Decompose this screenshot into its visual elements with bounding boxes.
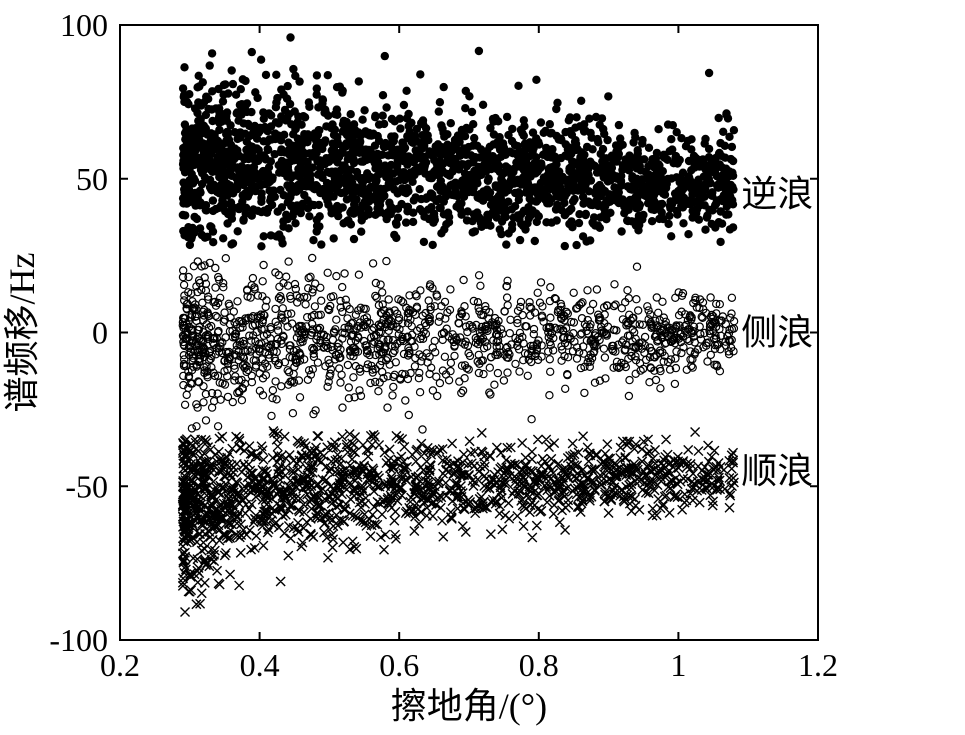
series-逆浪: [179, 33, 738, 250]
series-侧浪: [179, 254, 738, 433]
scatter-chart: 0.20.40.60.811.2-100-50050100擦地角/(°)谱频移/…: [0, 0, 965, 735]
y-tick-label: 0: [92, 315, 108, 351]
y-tick-label: -100: [49, 622, 108, 658]
y-tick-label: 50: [76, 161, 108, 197]
series-label-2: 顺浪: [741, 451, 813, 491]
x-tick-label: 0.6: [379, 647, 419, 683]
x-tick-label: 0.8: [519, 647, 559, 683]
series-label-0: 逆浪: [741, 174, 813, 214]
y-tick-label: 100: [60, 7, 108, 43]
y-tick-label: -50: [65, 468, 108, 504]
series-label-1: 侧浪: [741, 313, 813, 353]
plot-points-group: [178, 33, 738, 616]
series-顺浪: [178, 427, 738, 617]
y-axis-label: 谱频移/Hz: [2, 253, 42, 413]
x-axis-label: 擦地角/(°): [391, 686, 547, 726]
x-tick-label: 1.2: [798, 647, 838, 683]
series-x-markers: [178, 427, 738, 617]
chart-svg: 0.20.40.60.811.2-100-50050100擦地角/(°)谱频移/…: [0, 0, 965, 735]
x-tick-label: 0.4: [240, 647, 280, 683]
x-tick-label: 1: [670, 647, 686, 683]
